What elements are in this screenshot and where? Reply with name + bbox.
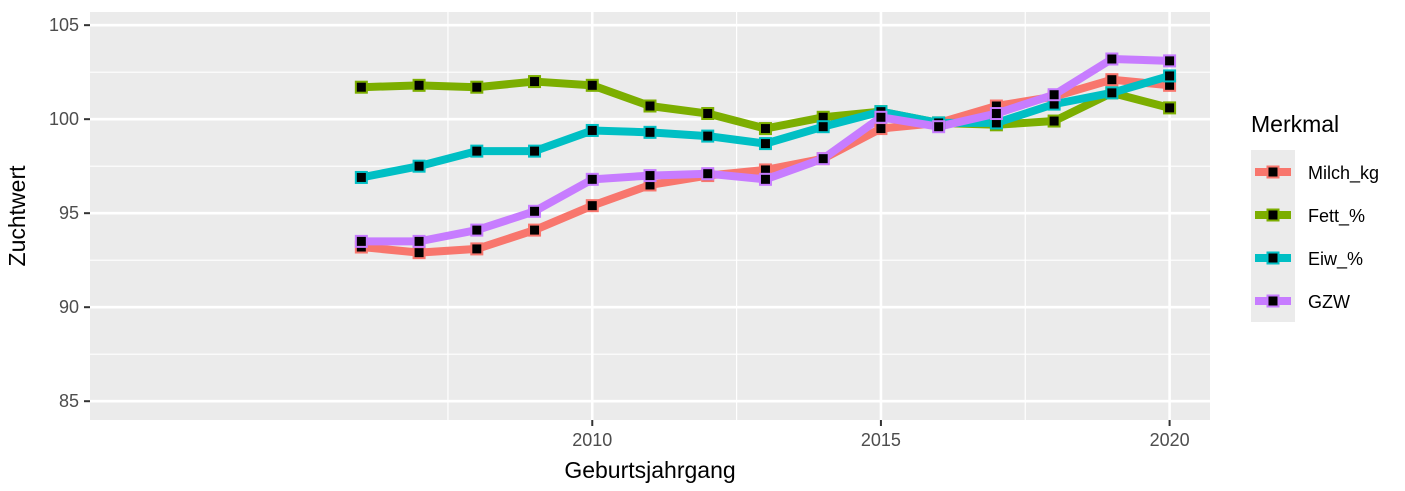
data-point-Eiw_% <box>1163 69 1177 83</box>
data-point-Eiw_% <box>1105 86 1119 100</box>
data-point-GZW <box>1047 88 1061 102</box>
data-point-Eiw_% <box>816 120 830 134</box>
data-point-Fett_% <box>1047 114 1061 128</box>
data-point-GZW <box>470 223 484 237</box>
data-point-Milch_kg <box>1105 73 1119 87</box>
data-point-GZW <box>354 234 368 248</box>
data-point-Fett_% <box>470 80 484 94</box>
data-point-Eiw_% <box>412 159 426 173</box>
data-point-Fett_% <box>354 80 368 94</box>
legend-key-point <box>1266 251 1280 265</box>
data-point-Fett_% <box>585 78 599 92</box>
x-tick-label: 2015 <box>861 430 901 450</box>
data-point-GZW <box>701 167 715 181</box>
legend: Merkmal Milch_kg Fett_% Eiw_% GZW <box>1251 111 1379 322</box>
y-tick-label: 100 <box>49 109 79 129</box>
data-point-GZW <box>1163 54 1177 68</box>
data-point-Eiw_% <box>470 144 484 158</box>
data-point-Milch_kg <box>412 246 426 260</box>
data-point-GZW <box>528 204 542 218</box>
data-point-Eiw_% <box>528 144 542 158</box>
data-point-GZW <box>816 152 830 166</box>
y-tick-label: 95 <box>59 203 79 223</box>
legend-label: Fett_% <box>1308 206 1365 227</box>
legend-title: Merkmal <box>1251 111 1339 137</box>
data-point-Eiw_% <box>585 123 599 137</box>
legend-label: GZW <box>1308 292 1350 312</box>
data-point-Fett_% <box>758 122 772 136</box>
y-tick-label: 85 <box>59 391 79 411</box>
x-tick-label: 2020 <box>1150 430 1190 450</box>
data-point-Fett_% <box>528 75 542 89</box>
legend-key-background <box>1251 150 1295 322</box>
legend-key-point <box>1266 165 1280 179</box>
data-point-GZW <box>643 169 657 183</box>
data-point-Eiw_% <box>643 125 657 139</box>
data-point-GZW <box>932 120 946 134</box>
minor-gridlines <box>90 12 1210 420</box>
legend-label: Eiw_% <box>1308 249 1363 270</box>
y-tick-label: 105 <box>49 15 79 35</box>
legend-key-point <box>1266 208 1280 222</box>
data-point-GZW <box>758 172 772 186</box>
data-point-Fett_% <box>1163 101 1177 115</box>
data-point-Milch_kg <box>470 242 484 256</box>
plot-panel <box>90 12 1210 420</box>
y-axis: 85 90 95 100 105 <box>49 15 90 411</box>
data-point-GZW <box>1105 52 1119 66</box>
data-point-Eiw_% <box>354 170 368 184</box>
legend-key-point <box>1266 294 1280 308</box>
data-point-GZW <box>989 107 1003 121</box>
data-point-Fett_% <box>412 78 426 92</box>
data-point-Eiw_% <box>701 129 715 143</box>
data-point-GZW <box>874 110 888 124</box>
series-points <box>354 52 1177 260</box>
data-point-GZW <box>585 172 599 186</box>
x-axis-title: Geburtsjahrgang <box>564 457 735 483</box>
data-point-GZW <box>412 234 426 248</box>
data-point-Milch_kg <box>874 122 888 136</box>
data-point-Eiw_% <box>758 137 772 151</box>
y-axis-title: Zuchtwert <box>4 165 30 267</box>
x-axis: 2010 2015 2020 <box>572 420 1190 450</box>
legend-label: Milch_kg <box>1308 163 1379 184</box>
data-point-Milch_kg <box>528 223 542 237</box>
y-tick-label: 90 <box>59 297 79 317</box>
data-point-Fett_% <box>643 99 657 113</box>
x-tick-label: 2010 <box>572 430 612 450</box>
data-point-Milch_kg <box>585 199 599 213</box>
data-point-Fett_% <box>701 107 715 121</box>
